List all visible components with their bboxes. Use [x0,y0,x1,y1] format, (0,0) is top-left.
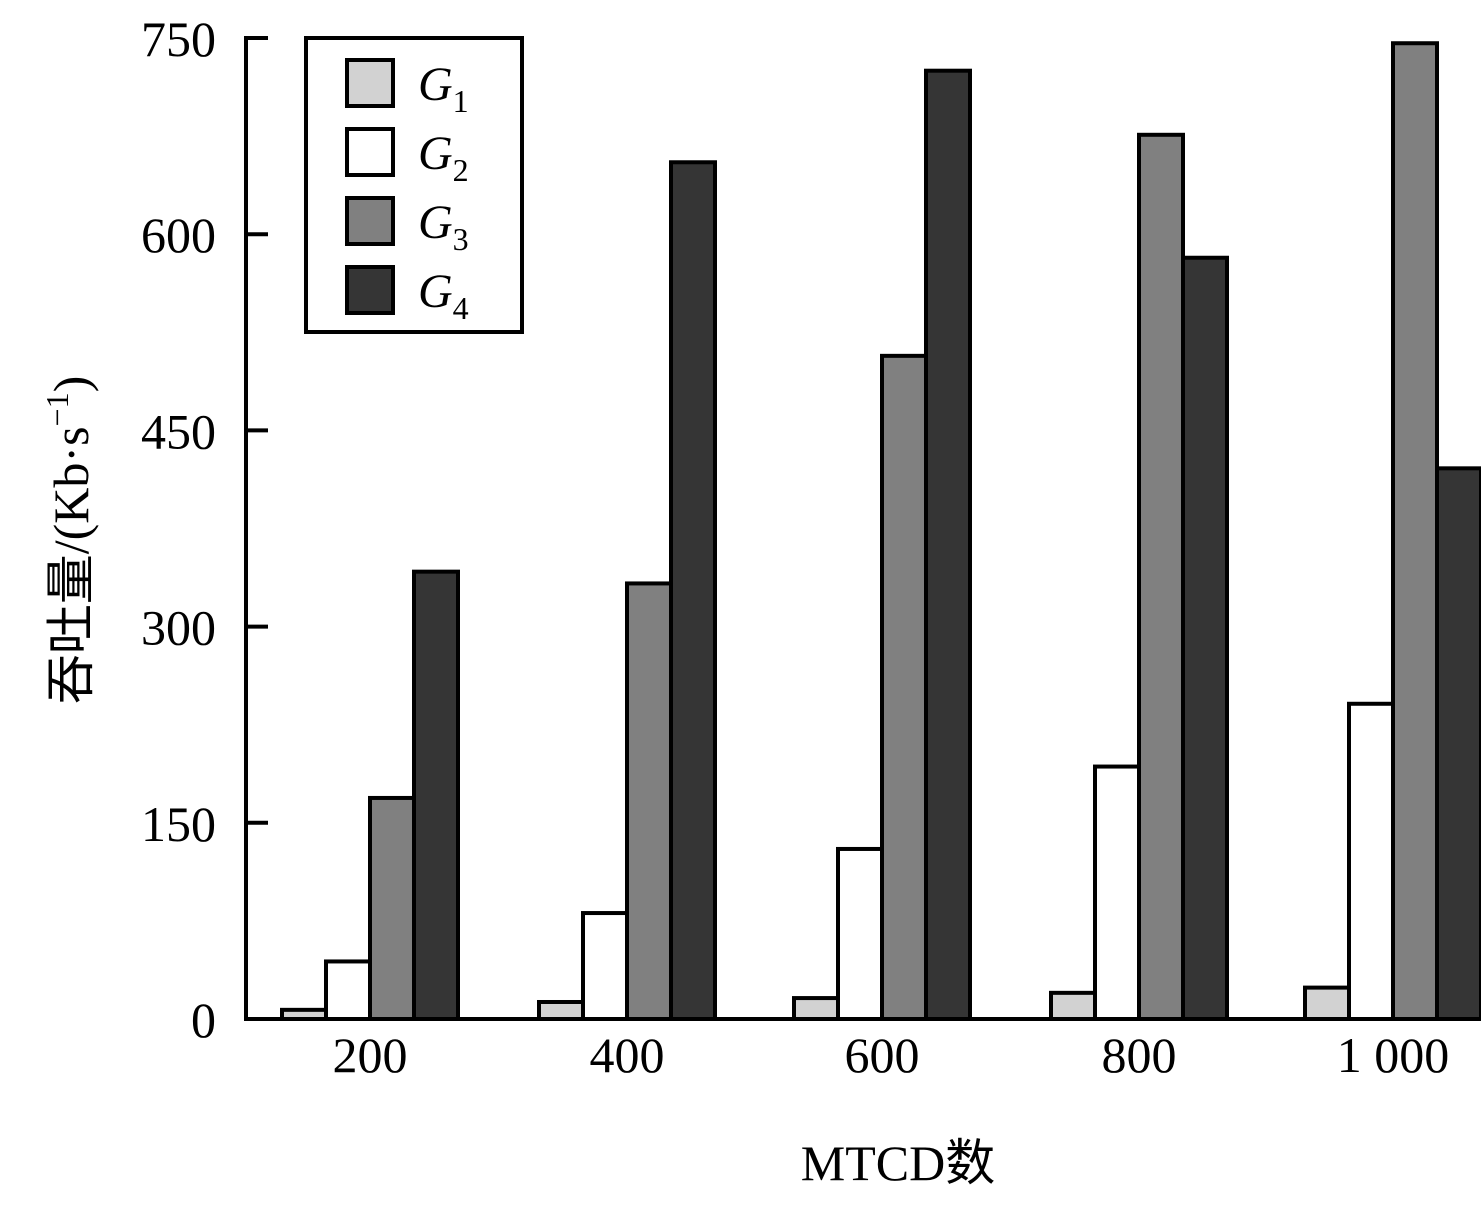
bar-g4-400 [669,160,717,1021]
x-tick-label: 1 000 [1337,1027,1450,1083]
bar-g1-600 [792,996,840,1022]
legend-swatch-g3 [345,196,395,246]
bar-g1-400 [537,999,585,1021]
y-ticks: 0 150 300 450 600 750 [141,11,268,1048]
axes-layer [244,36,1478,1021]
bar-g2-600 [836,846,884,1022]
y-tick-label: 150 [141,796,216,852]
bar-g4-1000 [1435,466,1481,1022]
legend-label-g3: G3 [418,196,469,257]
x-tick-label: 800 [1102,1027,1177,1083]
x-axis-title: MTCD数 [801,1135,995,1191]
y-tick-label: 750 [141,11,216,67]
legend-label-subscript: 1 [453,83,469,119]
y-tick-label: 0 [191,992,216,1048]
y-axis-title-sup: −1 [39,392,75,426]
x-tick-label: 200 [333,1027,408,1083]
legend-label-subscript: 4 [453,290,469,326]
bar-g3-400 [625,581,673,1021]
y-tick-label: 450 [141,403,216,459]
legend-label-subscript: 3 [453,221,469,257]
x-tick-label: 400 [590,1027,665,1083]
y-tick-label: 600 [141,207,216,263]
bars-layer [280,41,1481,1022]
legend-label-g2: G2 [418,127,469,188]
legend-swatch-g1 [345,58,395,108]
y-axis-title: 吞吐量/(Kb·s−1) [39,376,99,704]
legend-swatch-g2 [345,127,395,177]
x-tick-labels: 200 400 600 800 1 000 [333,1027,1450,1083]
bar-g2-800 [1093,764,1141,1022]
legend-box [304,36,524,334]
bar-g3-1000 [1391,41,1439,1022]
bar-g2-400 [581,911,629,1021]
bar-g3-800 [1137,132,1185,1022]
legend-label-base: G [418,58,453,111]
bar-g2-1000 [1347,701,1395,1021]
bar-g4-200 [412,569,460,1021]
x-tick-label: 600 [845,1027,920,1083]
bar-g3-600 [880,353,928,1021]
y-axis-title-end: ) [43,376,99,393]
legend-label-g1: G1 [418,58,469,119]
legend-label-g4: G4 [418,265,469,326]
y-axis-title-main: 吞吐量/(Kb·s [43,426,99,704]
y-tick-label: 300 [141,600,216,656]
legend-label-base: G [418,196,453,249]
bar-g4-600 [924,68,972,1021]
bar-g2-200 [324,959,372,1021]
legend-swatch-g4 [345,265,395,315]
bar-g1-1000 [1303,985,1351,1021]
bar-g1-800 [1049,990,1097,1022]
legend-label-base: G [418,265,453,318]
bar-g4-800 [1181,255,1229,1021]
legend-label-subscript: 2 [453,152,469,188]
bar-g3-200 [368,795,416,1021]
legend-label-base: G [418,127,453,180]
